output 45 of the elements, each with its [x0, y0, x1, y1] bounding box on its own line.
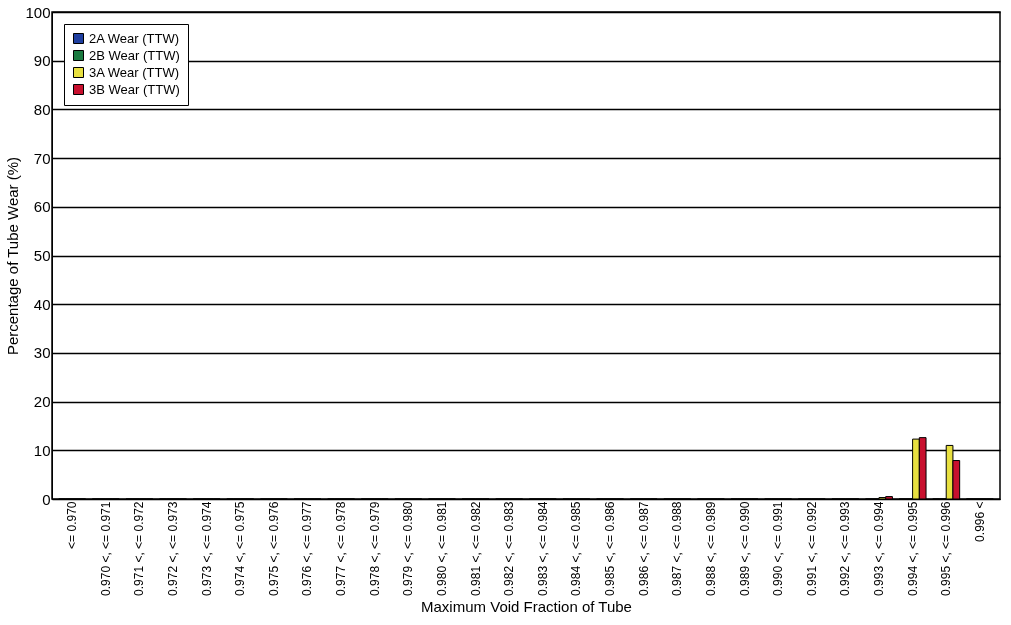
x-tick-label: 0.985 <, <= 0.986: [603, 501, 618, 596]
legend-label: 2A Wear (TTW): [89, 30, 180, 46]
y-tick-label: 90: [33, 52, 51, 70]
x-tick-label: 0.978 <, <= 0.979: [367, 501, 382, 596]
x-tick-label: 0.984 <, <= 0.985: [569, 501, 584, 596]
y-tick-label: 10: [33, 441, 51, 459]
x-tick-label: 0.987 <, <= 0.988: [670, 501, 685, 596]
x-tick-label: 0.975 <, <= 0.976: [266, 501, 281, 596]
y-tick-label: 40: [33, 295, 51, 313]
y-tick-label: 80: [33, 100, 51, 118]
x-tick-label: 0.996 <: [972, 501, 987, 542]
x-tick-label: 0.989 <, <= 0.990: [737, 501, 752, 596]
x-tick-label: 0.990 <, <= 0.991: [771, 501, 786, 596]
x-tick-label: 0.992 <, <= 0.993: [838, 501, 853, 596]
x-tick-label: 0.973 <, <= 0.974: [199, 501, 214, 596]
x-tick-label: 0.982 <, <= 0.983: [502, 501, 517, 596]
y-tick-label: 70: [33, 149, 51, 167]
y-axis-title: Percentage of Tube Wear (%): [4, 156, 22, 356]
x-tick-label: 0.970 <, <= 0.971: [98, 501, 113, 596]
y-tick-label: 50: [33, 247, 51, 264]
x-tick-label: 0.974 <, <= 0.975: [233, 501, 248, 596]
legend-label: 3A Wear (TTW): [89, 64, 180, 80]
y-tick-label: 0: [42, 490, 51, 508]
x-tick-label: 0.993 <, <= 0.994: [871, 501, 886, 596]
x-tick-label: 0.976 <, <= 0.977: [300, 501, 315, 596]
x-tick-label: 0.994 <, <= 0.995: [905, 501, 920, 596]
x-tick-label: <= 0.970: [65, 501, 80, 549]
x-tick-label: 0.981 <, <= 0.982: [468, 501, 483, 596]
x-tick-label: 0.977 <, <= 0.978: [334, 501, 349, 596]
legend-label: 2B Wear (TTW): [89, 47, 180, 63]
y-tick-label: 100: [25, 3, 51, 21]
x-tick-label: 0.980 <, <= 0.981: [434, 501, 449, 596]
x-tick-label: 0.995 <, <= 0.996: [939, 501, 954, 596]
legend-label: 3B Wear (TTW): [89, 81, 180, 97]
y-tick-label: 60: [33, 198, 51, 216]
x-tick-label: 0.988 <, <= 0.989: [703, 501, 718, 596]
x-tick-label: 0.979 <, <= 0.980: [401, 501, 416, 596]
x-tick-label: 0.991 <, <= 0.992: [804, 501, 819, 596]
x-tick-label: 0.972 <, <= 0.973: [166, 501, 181, 596]
y-tick-label: 30: [33, 344, 51, 362]
x-axis-title: Maximum Void Fraction of Tube: [421, 597, 632, 615]
y-tick-label: 20: [33, 393, 51, 411]
x-tick-label: 0.986 <, <= 0.987: [636, 501, 651, 596]
x-tick-label: 0.983 <, <= 0.984: [535, 501, 550, 596]
x-tick-label: 0.971 <, <= 0.972: [132, 501, 147, 596]
